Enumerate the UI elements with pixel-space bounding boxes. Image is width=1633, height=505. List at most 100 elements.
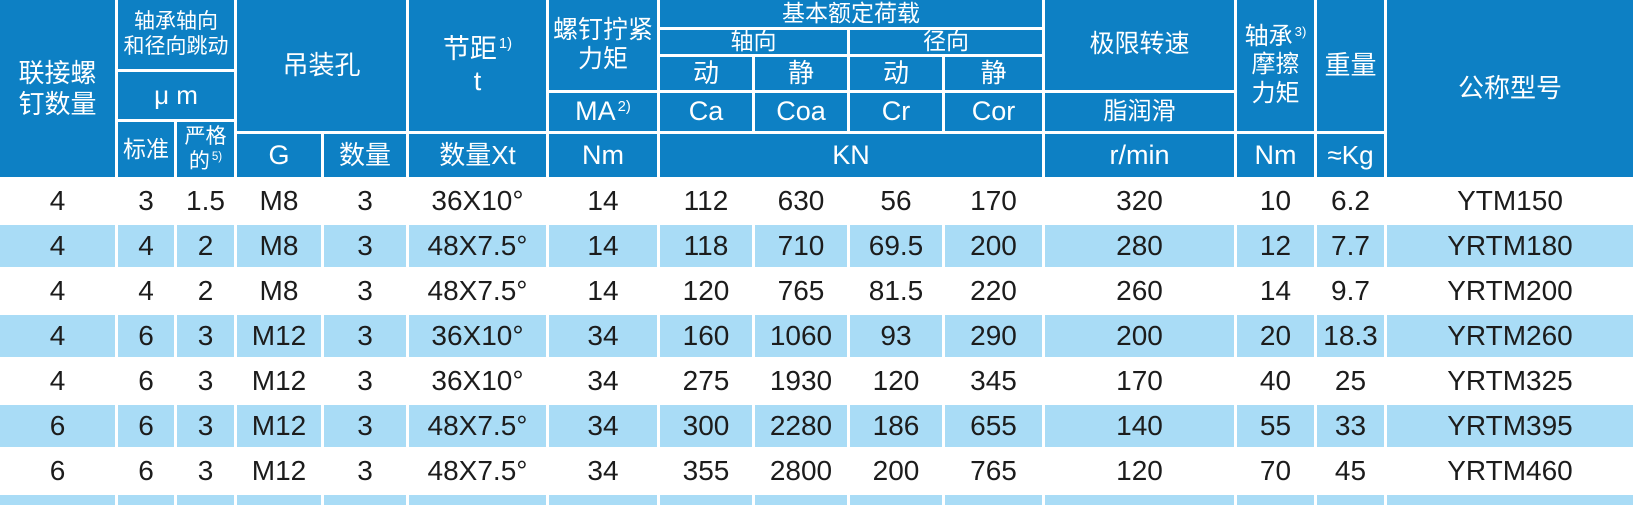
table-cell: 40 bbox=[1237, 360, 1314, 402]
table-cell: 48X7.5° bbox=[409, 270, 546, 312]
header-cr: Cr bbox=[850, 93, 942, 131]
header-cor: Cor bbox=[945, 93, 1042, 131]
header-ca: Ca bbox=[660, 93, 752, 131]
table-cell: 45 bbox=[1317, 450, 1384, 492]
table-cell: 186 bbox=[850, 405, 942, 447]
header-standard: 标准 bbox=[118, 122, 174, 177]
table-cell: 170 bbox=[1045, 360, 1234, 402]
table-cell bbox=[660, 495, 752, 505]
table-cell: 290 bbox=[945, 315, 1042, 357]
header-model: 公称型号 bbox=[1387, 0, 1633, 177]
header-limit-speed: 极限转速 bbox=[1045, 0, 1234, 90]
table-cell bbox=[324, 495, 406, 505]
table-cell: 275 bbox=[660, 360, 752, 402]
table-cell: 3 bbox=[324, 360, 406, 402]
table-cell: 6 bbox=[118, 360, 174, 402]
table-cell: 14 bbox=[549, 180, 657, 222]
table-cell: M8 bbox=[237, 270, 321, 312]
table-header: 联接螺 钉数量 轴承轴向 和径向跳动 μ m 标准 严格 的 5) 吊装孔 G 数… bbox=[0, 0, 1633, 177]
header-radial-static: 静 bbox=[945, 57, 1042, 90]
table-cell: 4 bbox=[0, 270, 115, 312]
table-cell bbox=[755, 495, 847, 505]
table-cell: YRTM325 bbox=[1387, 360, 1633, 402]
table-row: 4 3 1.5 M8 3 36X10° 14 112 630 56 170 320 10 6.2 YTM15… bbox=[0, 180, 1633, 222]
table-cell bbox=[1045, 495, 1234, 505]
table-cell: 34 bbox=[549, 360, 657, 402]
header-axial: 轴向 bbox=[660, 30, 847, 54]
table-cell bbox=[850, 495, 942, 505]
table-cell: 93 bbox=[850, 315, 942, 357]
table-cell: 1930 bbox=[755, 360, 847, 402]
table-cell: 3 bbox=[324, 405, 406, 447]
header-thread-g: G bbox=[237, 134, 321, 177]
table-cell: 70 bbox=[1237, 450, 1314, 492]
table-cell: 170 bbox=[945, 180, 1042, 222]
table-cell: YTM150 bbox=[1387, 180, 1633, 222]
table-row: 6 6 3 M12 3 48X7.5° 34 355 2800 200 765 120 70 45 YRTM… bbox=[0, 450, 1633, 492]
table-cell: 260 bbox=[1045, 270, 1234, 312]
table-cell: 7.7 bbox=[1317, 225, 1384, 267]
table-cell: 4 bbox=[0, 315, 115, 357]
table-cell: 18.3 bbox=[1317, 315, 1384, 357]
header-load-unit: KN bbox=[660, 134, 1042, 177]
header-weight-unit: ≈Kg bbox=[1317, 134, 1384, 177]
header-axial-static: 静 bbox=[755, 57, 847, 90]
table-cell: 220 bbox=[945, 270, 1042, 312]
table-cell: 280 bbox=[1045, 225, 1234, 267]
table-cell: 33 bbox=[1317, 405, 1384, 447]
table-cell: 14 bbox=[1237, 270, 1314, 312]
table-cell: 4 bbox=[0, 360, 115, 402]
table-cell bbox=[945, 495, 1042, 505]
table-cell: 120 bbox=[1045, 450, 1234, 492]
table-cell: 345 bbox=[945, 360, 1042, 402]
table-row: 4 4 2 M8 3 48X7.5° 14 118 710 69.5 200 280 12 7.7 YRTM… bbox=[0, 225, 1633, 267]
table-cell: YRTM395 bbox=[1387, 405, 1633, 447]
header-speed-unit: r/min bbox=[1045, 134, 1234, 177]
table-cell bbox=[549, 495, 657, 505]
table-cell: 34 bbox=[549, 315, 657, 357]
table-cell: 3 bbox=[324, 225, 406, 267]
table-cell: 9.7 bbox=[1317, 270, 1384, 312]
table-cell: 6.2 bbox=[1317, 180, 1384, 222]
header-connect-screw-count: 联接螺 钉数量 bbox=[0, 0, 115, 177]
table-cell bbox=[177, 495, 234, 505]
header-weight: 重量 bbox=[1317, 0, 1384, 131]
table-cell bbox=[0, 495, 115, 505]
table-cell: 4 bbox=[118, 270, 174, 312]
table-cell bbox=[409, 495, 546, 505]
header-rated-load-group: 基本额定荷载 bbox=[660, 0, 1042, 27]
table-cell: 3 bbox=[324, 270, 406, 312]
header-pitch: 节距 1) t bbox=[409, 0, 546, 131]
header-pitch-qty: 数量Xt bbox=[409, 134, 546, 177]
header-hole-qty: 数量 bbox=[324, 134, 406, 177]
table-cell: 2 bbox=[177, 225, 234, 267]
header-ma: MA 2) bbox=[549, 93, 657, 131]
table-cell: 1.5 bbox=[177, 180, 234, 222]
header-friction-torque: 轴承 3) 摩擦 力矩 bbox=[1237, 0, 1314, 131]
table-cell: 120 bbox=[660, 270, 752, 312]
table-cell: M12 bbox=[237, 405, 321, 447]
table-cell: 3 bbox=[118, 180, 174, 222]
table-cell: M12 bbox=[237, 315, 321, 357]
header-ma-unit: Nm bbox=[549, 134, 657, 177]
table-cell: 12 bbox=[1237, 225, 1314, 267]
table-cell: 200 bbox=[1045, 315, 1234, 357]
table-cell: M12 bbox=[237, 360, 321, 402]
header-runout-group: 轴承轴向 和径向跳动 bbox=[118, 0, 234, 69]
table-cell: 2 bbox=[177, 270, 234, 312]
table-row: 4 6 3 M12 3 36X10° 34 275 1930 120 345 170 40 25 YRTM3… bbox=[0, 360, 1633, 402]
table-cell: 4 bbox=[0, 180, 115, 222]
table-cell: 3 bbox=[177, 450, 234, 492]
table-cell: 765 bbox=[945, 450, 1042, 492]
table-cell: 48X7.5° bbox=[409, 405, 546, 447]
table-cell: 10 bbox=[1237, 180, 1314, 222]
table-cell: 3 bbox=[177, 360, 234, 402]
table-cell: 36X10° bbox=[409, 360, 546, 402]
table-cell: 56 bbox=[850, 180, 942, 222]
table-cell: YRTM180 bbox=[1387, 225, 1633, 267]
table-cell: 69.5 bbox=[850, 225, 942, 267]
table-row: 4 4 2 M8 3 48X7.5° 14 120 765 81.5 220 260 14 9.7 YRTM… bbox=[0, 270, 1633, 312]
table-body: 4 3 1.5 M8 3 36X10° 14 112 630 56 170 320 10 6.2 YTM15… bbox=[0, 180, 1633, 505]
table-cell: 200 bbox=[850, 450, 942, 492]
table-cell: 20 bbox=[1237, 315, 1314, 357]
